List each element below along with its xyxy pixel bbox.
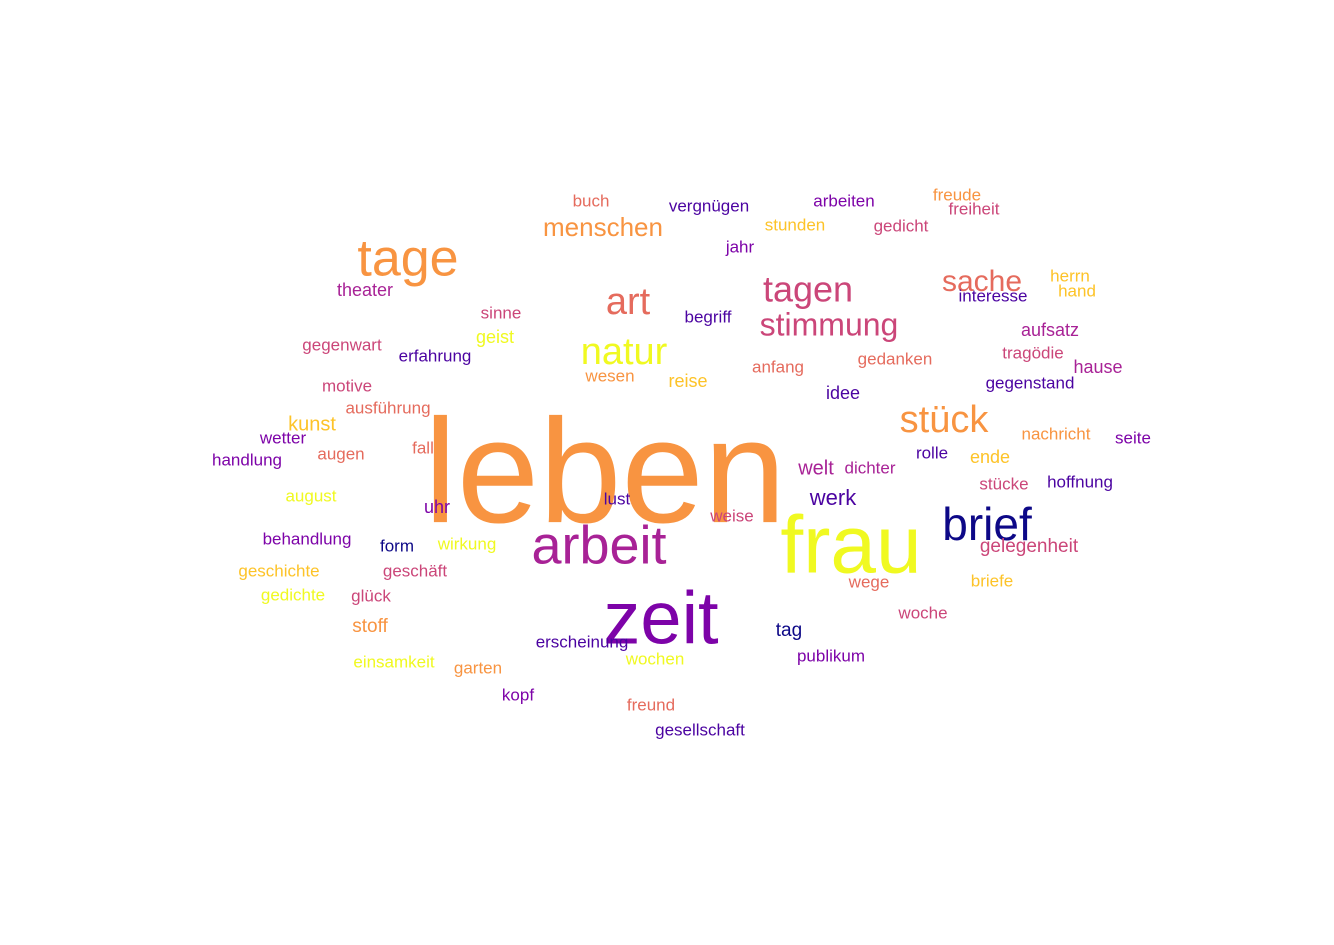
- word-geist: geist: [476, 327, 514, 347]
- word-arbeit: arbeit: [531, 515, 666, 575]
- word-erfahrung: erfahrung: [399, 346, 472, 365]
- word-woche: woche: [897, 603, 947, 622]
- word-jahr: jahr: [725, 237, 755, 256]
- word-geschäft: geschäft: [383, 561, 448, 580]
- word-wege: wege: [848, 572, 890, 591]
- word-herrn: herrn: [1050, 266, 1090, 285]
- word-idee: idee: [826, 383, 860, 403]
- word-stücke: stücke: [979, 474, 1028, 493]
- word-hoffnung: hoffnung: [1047, 472, 1113, 491]
- word-erscheinung: erscheinung: [536, 632, 629, 651]
- word-dichter: dichter: [844, 458, 895, 477]
- word-freiheit: freiheit: [948, 199, 999, 218]
- word-freund: freund: [627, 695, 675, 714]
- word-stück: stück: [900, 399, 990, 441]
- word-begriff: begriff: [685, 307, 732, 326]
- word-lust: lust: [604, 489, 631, 508]
- word-uhr: uhr: [424, 497, 450, 517]
- word-einsamkeit: einsamkeit: [353, 652, 435, 671]
- word-gegenstand: gegenstand: [986, 373, 1075, 392]
- word-fall: fall: [412, 438, 434, 457]
- word-tag: tag: [776, 620, 802, 641]
- word-stimmung: stimmung: [760, 306, 899, 342]
- word-kopf: kopf: [502, 685, 534, 704]
- word-kunst: kunst: [288, 413, 336, 435]
- word-buch: buch: [573, 191, 610, 210]
- word-freude: freude: [933, 185, 981, 204]
- word-gesellschaft: gesellschaft: [655, 720, 745, 739]
- word-gedichte: gedichte: [261, 585, 325, 604]
- word-ende: ende: [970, 447, 1010, 467]
- word-nachricht: nachricht: [1022, 424, 1091, 443]
- word-stunden: stunden: [765, 215, 826, 234]
- word-brief: brief: [942, 498, 1032, 550]
- word-wesen: wesen: [584, 366, 634, 385]
- word-wirkung: wirkung: [437, 534, 497, 553]
- word-motive: motive: [322, 376, 372, 395]
- word-menschen: menschen: [543, 212, 663, 242]
- word-garten: garten: [454, 658, 502, 677]
- word-vergnügen: vergnügen: [669, 196, 749, 215]
- word-leben: leben: [424, 389, 786, 554]
- word-zeit: zeit: [603, 577, 719, 660]
- word-gelegenheit: gelegenheit: [980, 536, 1079, 557]
- word-interesse: interesse: [959, 286, 1028, 305]
- word-anfang: anfang: [752, 357, 804, 376]
- word-publikum: publikum: [797, 646, 865, 665]
- word-hand: hand: [1058, 281, 1096, 300]
- word-frau: frau: [780, 500, 921, 591]
- word-handlung: handlung: [212, 450, 282, 469]
- word-natur: natur: [581, 331, 668, 373]
- word-werk: werk: [809, 485, 857, 510]
- word-glück: glück: [351, 586, 391, 605]
- word-augen: augen: [317, 444, 364, 463]
- word-welt: welt: [797, 457, 834, 479]
- word-aufsatz: aufsatz: [1021, 320, 1079, 340]
- word-wetter: wetter: [259, 428, 307, 447]
- word-stoff: stoff: [352, 616, 388, 637]
- word-behandlung: behandlung: [263, 529, 352, 548]
- word-weise: weise: [709, 506, 753, 525]
- word-sinne: sinne: [481, 303, 522, 322]
- word-august: august: [285, 486, 336, 505]
- word-geschichte: geschichte: [238, 561, 319, 580]
- word-wochen: wochen: [625, 649, 685, 668]
- word-tragödie: tragödie: [1002, 343, 1063, 362]
- word-rolle: rolle: [916, 443, 948, 462]
- word-reise: reise: [668, 371, 707, 391]
- word-sache: sache: [942, 265, 1022, 298]
- word-gedanken: gedanken: [858, 349, 933, 368]
- word-tagen: tagen: [763, 269, 853, 310]
- word-art: art: [606, 281, 651, 323]
- word-gedicht: gedicht: [874, 216, 929, 235]
- word-theater: theater: [337, 280, 393, 300]
- word-seite: seite: [1115, 428, 1151, 447]
- word-ausführung: ausführung: [345, 398, 430, 417]
- word-hause: hause: [1073, 357, 1122, 377]
- word-tage: tage: [357, 230, 458, 288]
- word-briefe: briefe: [971, 571, 1014, 590]
- word-gegenwart: gegenwart: [302, 335, 382, 354]
- word-arbeiten: arbeiten: [813, 191, 874, 210]
- word-form: form: [380, 536, 414, 555]
